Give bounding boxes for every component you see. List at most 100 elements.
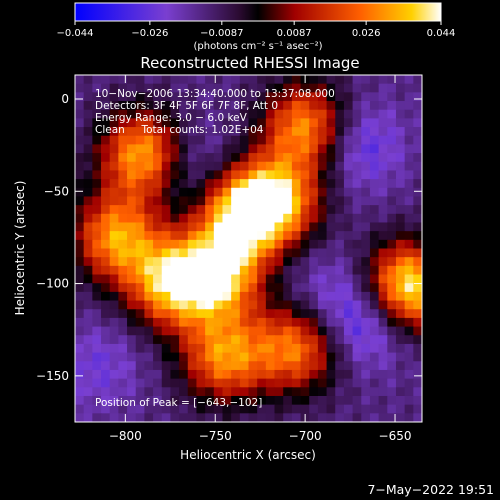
heatmap-cell	[109, 231, 119, 241]
heatmap-cell	[361, 109, 371, 119]
heatmap-cell	[352, 361, 362, 371]
heatmap-cell	[170, 343, 180, 354]
heatmap-cell	[196, 335, 206, 345]
heatmap-cell	[109, 170, 119, 180]
heatmap-cell	[378, 265, 388, 276]
heatmap-cell	[101, 257, 111, 267]
heatmap-cell	[369, 161, 380, 172]
heatmap-cell	[326, 101, 336, 111]
heatmap-cell	[369, 291, 380, 302]
heatmap-cell	[127, 300, 137, 310]
heatmap-cell	[413, 153, 422, 163]
heatmap-cell	[187, 395, 198, 406]
heatmap-cell	[239, 291, 250, 302]
heatmap-cell	[317, 317, 328, 328]
annotation-block: 10−Nov−2006 13:34:40.000 to 13:37:08.000…	[95, 88, 335, 136]
heatmap-cell	[205, 257, 215, 267]
heatmap-cell	[239, 378, 250, 388]
heatmap-cell	[257, 326, 267, 336]
heatmap-cell	[413, 170, 422, 180]
heatmap-cell	[413, 257, 422, 267]
heatmap-cell	[248, 326, 258, 336]
heatmap-cell	[75, 317, 85, 328]
heatmap-cell	[361, 153, 371, 163]
heatmap-cell	[161, 335, 172, 345]
heatmap-cell	[387, 222, 397, 232]
heatmap-cell	[205, 300, 215, 310]
heatmap-cell	[239, 361, 250, 371]
heatmap-cell	[170, 291, 180, 302]
heatmap-cell	[309, 231, 319, 241]
heatmap-cell	[387, 248, 397, 258]
heatmap-cell	[187, 153, 198, 163]
heatmap-cell	[161, 231, 172, 241]
heatmap-cell	[413, 274, 422, 284]
heatmap-cell	[413, 352, 422, 362]
heatmap-cell	[369, 231, 380, 241]
heatmap-cell	[343, 378, 354, 388]
heatmap-cell	[300, 335, 310, 345]
heatmap-cell	[274, 239, 284, 250]
heatmap-cell	[213, 283, 224, 293]
heatmap-cell	[395, 248, 406, 258]
heatmap-cell	[83, 101, 93, 111]
heatmap-cell	[161, 317, 172, 328]
heatmap-cell	[83, 283, 93, 293]
heatmap-cell	[274, 231, 284, 241]
heatmap-cell	[144, 326, 154, 336]
heatmap-cell	[300, 205, 310, 215]
heatmap-cell	[265, 387, 276, 397]
heatmap-cell	[239, 343, 250, 354]
heatmap-cell	[283, 118, 293, 128]
heatmap-cell	[404, 75, 414, 85]
heatmap-cell	[109, 283, 119, 293]
heatmap-cell	[265, 343, 276, 354]
heatmap-cell	[101, 413, 111, 422]
heatmap-cell	[205, 161, 215, 172]
heatmap-cell	[274, 109, 284, 119]
heatmap-cell	[187, 222, 198, 232]
heatmap-cell	[196, 274, 206, 284]
heatmap-cell	[404, 135, 414, 146]
heatmap-cell	[335, 75, 345, 85]
heatmap-cell	[257, 161, 267, 172]
heatmap-cell	[179, 75, 189, 85]
heatmap-cell	[265, 161, 276, 172]
heatmap-cell	[135, 248, 146, 258]
heatmap-cell	[144, 127, 154, 137]
heatmap-cell	[274, 369, 284, 380]
heatmap-cell	[118, 196, 128, 206]
heatmap-cell	[101, 343, 111, 354]
heatmap-cell	[283, 352, 293, 362]
heatmap-cell	[118, 257, 128, 267]
heatmap-cell	[283, 343, 293, 354]
heatmap-cell	[378, 144, 388, 154]
heatmap-cell	[361, 413, 371, 422]
heatmap-cell	[231, 109, 241, 119]
heatmap-cell	[161, 395, 172, 406]
heatmap-cell	[387, 196, 397, 206]
heatmap-cell	[378, 387, 388, 397]
heatmap-cell	[179, 135, 189, 146]
heatmap-cell	[213, 378, 224, 388]
heatmap-cell	[309, 413, 319, 422]
heatmap-cell	[170, 170, 180, 180]
heatmap-cell	[101, 213, 111, 224]
heatmap-cell	[300, 101, 310, 111]
heatmap-cell	[179, 361, 189, 371]
heatmap-cell	[387, 395, 397, 406]
heatmap-cell	[222, 317, 232, 328]
heatmap-cell	[265, 335, 276, 345]
heatmap-cell	[309, 75, 319, 85]
heatmap-cell	[309, 395, 319, 406]
heatmap-cell	[179, 283, 189, 293]
heatmap-cell	[395, 109, 406, 119]
heatmap-cell	[239, 335, 250, 345]
heatmap-cell	[170, 109, 180, 119]
heatmap-cell	[239, 257, 250, 267]
heatmap-cell	[248, 92, 258, 102]
heatmap-cell	[300, 257, 310, 267]
heatmap-cell	[179, 161, 189, 172]
heatmap-cell	[179, 343, 189, 354]
